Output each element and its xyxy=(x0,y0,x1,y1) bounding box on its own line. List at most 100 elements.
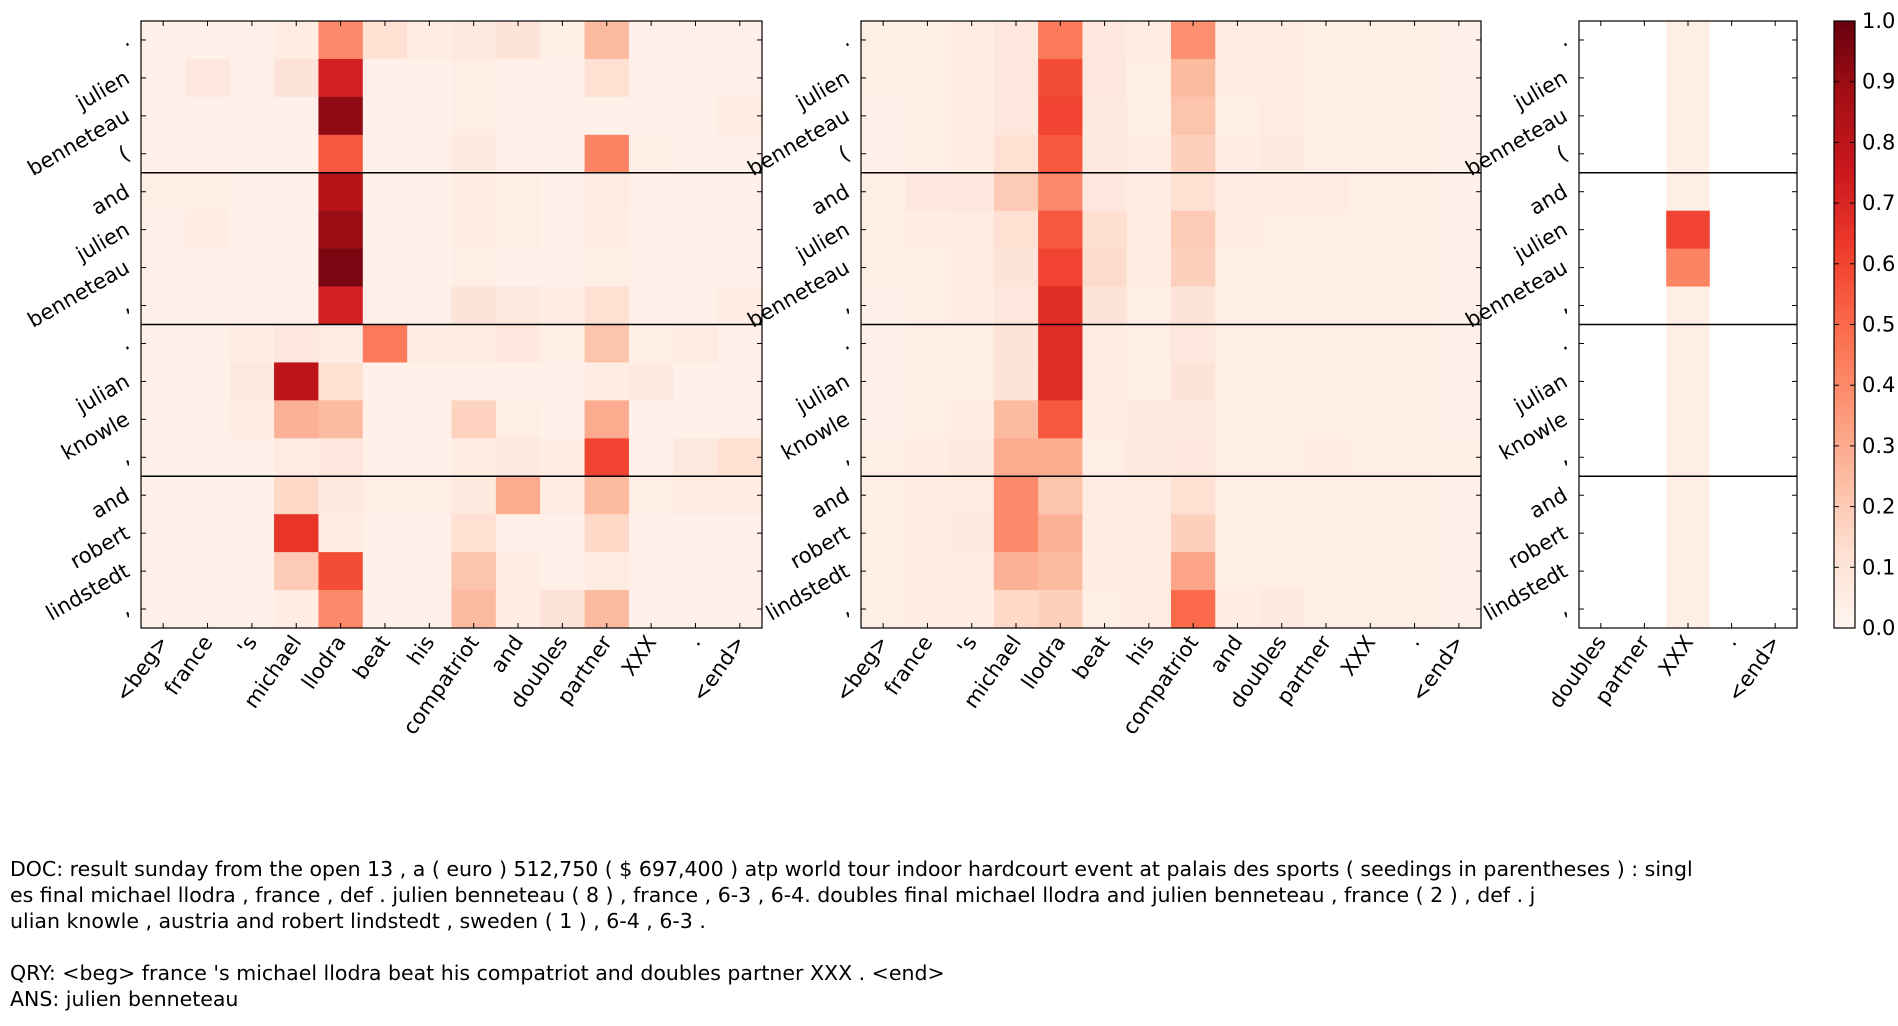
heatmap-cell xyxy=(1038,362,1083,401)
heatmap-cell xyxy=(673,362,718,401)
y-tick-label: lindstedt xyxy=(42,559,134,626)
colorbar-segment xyxy=(1834,142,1855,148)
heatmap-cell xyxy=(629,476,674,515)
heatmap-cell xyxy=(141,552,186,591)
colorbar-segment xyxy=(1834,233,1855,239)
heatmap-cell xyxy=(1171,438,1216,477)
heatmap-cell xyxy=(1579,514,1623,553)
heatmap-cell xyxy=(363,135,408,174)
heatmap-cell xyxy=(905,59,950,98)
heatmap-cell xyxy=(452,97,497,136)
heatmap-cell xyxy=(1579,21,1623,60)
heatmap-cell xyxy=(318,21,363,60)
y-tick-label: julien xyxy=(791,65,853,115)
heatmap-cell xyxy=(994,97,1039,136)
heatmap-cell xyxy=(1215,287,1260,326)
heatmap-cell xyxy=(318,590,363,629)
heatmap-cell xyxy=(1038,552,1083,591)
heatmap-cell xyxy=(1038,476,1083,515)
heatmap-cell xyxy=(1348,135,1393,174)
heatmap-cell xyxy=(185,325,230,364)
heatmap-cell xyxy=(363,476,408,515)
heatmap-cell xyxy=(141,21,186,60)
heatmap-cell xyxy=(274,590,319,629)
heatmap-cell xyxy=(1392,476,1437,515)
heatmap-cell xyxy=(185,362,230,401)
heatmap-cell xyxy=(1579,590,1623,629)
heatmap-cell xyxy=(141,438,186,477)
heatmap-cell xyxy=(1171,59,1216,98)
caption: DOC: result sunday from the open 13 , a … xyxy=(10,856,1880,1012)
heatmap-cell xyxy=(452,590,497,629)
heatmap-cell xyxy=(230,590,275,629)
colorbar-tick-label: 1.0 xyxy=(1862,9,1895,33)
heatmap-cell xyxy=(585,135,630,174)
heatmap-cell xyxy=(496,514,541,553)
colorbar-segment xyxy=(1834,46,1855,52)
colorbar-tick-label: 0.0 xyxy=(1862,616,1895,640)
heatmap-cell xyxy=(1579,400,1623,439)
heatmap-cell xyxy=(1304,59,1349,98)
heatmap-cell xyxy=(452,400,497,439)
colorbar-segment xyxy=(1834,41,1855,47)
heatmap-cell xyxy=(1260,476,1305,515)
x-tick-label: his xyxy=(1122,631,1159,669)
heatmap-cell xyxy=(1348,21,1393,60)
heatmap-cell xyxy=(185,21,230,60)
y-tick-label: julien xyxy=(71,217,133,267)
heatmap-cell xyxy=(905,514,950,553)
colorbar-segment xyxy=(1834,618,1855,624)
colorbar-segment xyxy=(1834,608,1855,614)
heatmap-cell xyxy=(1437,400,1482,439)
colorbar-segment xyxy=(1834,193,1855,199)
heatmap-cell xyxy=(496,362,541,401)
heatmap-cell xyxy=(363,362,408,401)
heatmap-cell xyxy=(452,287,497,326)
colorbar-segment xyxy=(1834,61,1855,67)
colorbar-segment xyxy=(1834,588,1855,594)
heatmap-cell xyxy=(994,476,1039,515)
heatmap-cell xyxy=(274,514,319,553)
heatmap-cell xyxy=(363,249,408,288)
heatmap-cell xyxy=(318,514,363,553)
heatmap-cell xyxy=(230,97,275,136)
heatmap-cell xyxy=(1753,59,1797,98)
colorbar-segment xyxy=(1834,431,1855,437)
colorbar-segment xyxy=(1834,598,1855,604)
colorbar-segment xyxy=(1834,603,1855,609)
heatmap-cell xyxy=(274,97,319,136)
heatmap-cell xyxy=(1392,97,1437,136)
heatmap-cell xyxy=(363,173,408,212)
heatmap-cell xyxy=(1392,249,1437,288)
heatmap-cell xyxy=(1623,287,1667,326)
heatmap-cell xyxy=(452,438,497,477)
heatmap-cell xyxy=(861,59,906,98)
heatmap-cell xyxy=(861,476,906,515)
heatmap-cell xyxy=(1348,552,1393,591)
heatmap-cell xyxy=(540,173,585,212)
heatmap-cell xyxy=(1666,211,1710,250)
heatmap-cell xyxy=(496,438,541,477)
heatmap-cell xyxy=(1215,552,1260,591)
heatmap-cell xyxy=(141,362,186,401)
heatmap-cell xyxy=(1348,514,1393,553)
heatmap-cell xyxy=(363,59,408,98)
colorbar: 0.00.10.20.30.40.50.60.70.80.91.0 xyxy=(1834,9,1895,640)
heatmap-cell xyxy=(1623,173,1667,212)
heatmap-cell xyxy=(1623,249,1667,288)
heatmap-cell xyxy=(407,476,452,515)
colorbar-segment xyxy=(1834,26,1855,32)
heatmap-cell xyxy=(540,476,585,515)
colorbar-segment xyxy=(1834,405,1855,411)
heatmap-cell xyxy=(1082,590,1127,629)
heatmap-cell xyxy=(673,552,718,591)
heatmap-cell xyxy=(994,173,1039,212)
heatmap-cell xyxy=(540,21,585,60)
heatmap-cell xyxy=(950,438,995,477)
heatmap-cell xyxy=(1260,21,1305,60)
heatmap-cell xyxy=(1579,173,1623,212)
colorbar-tick-label: 0.1 xyxy=(1862,555,1895,579)
